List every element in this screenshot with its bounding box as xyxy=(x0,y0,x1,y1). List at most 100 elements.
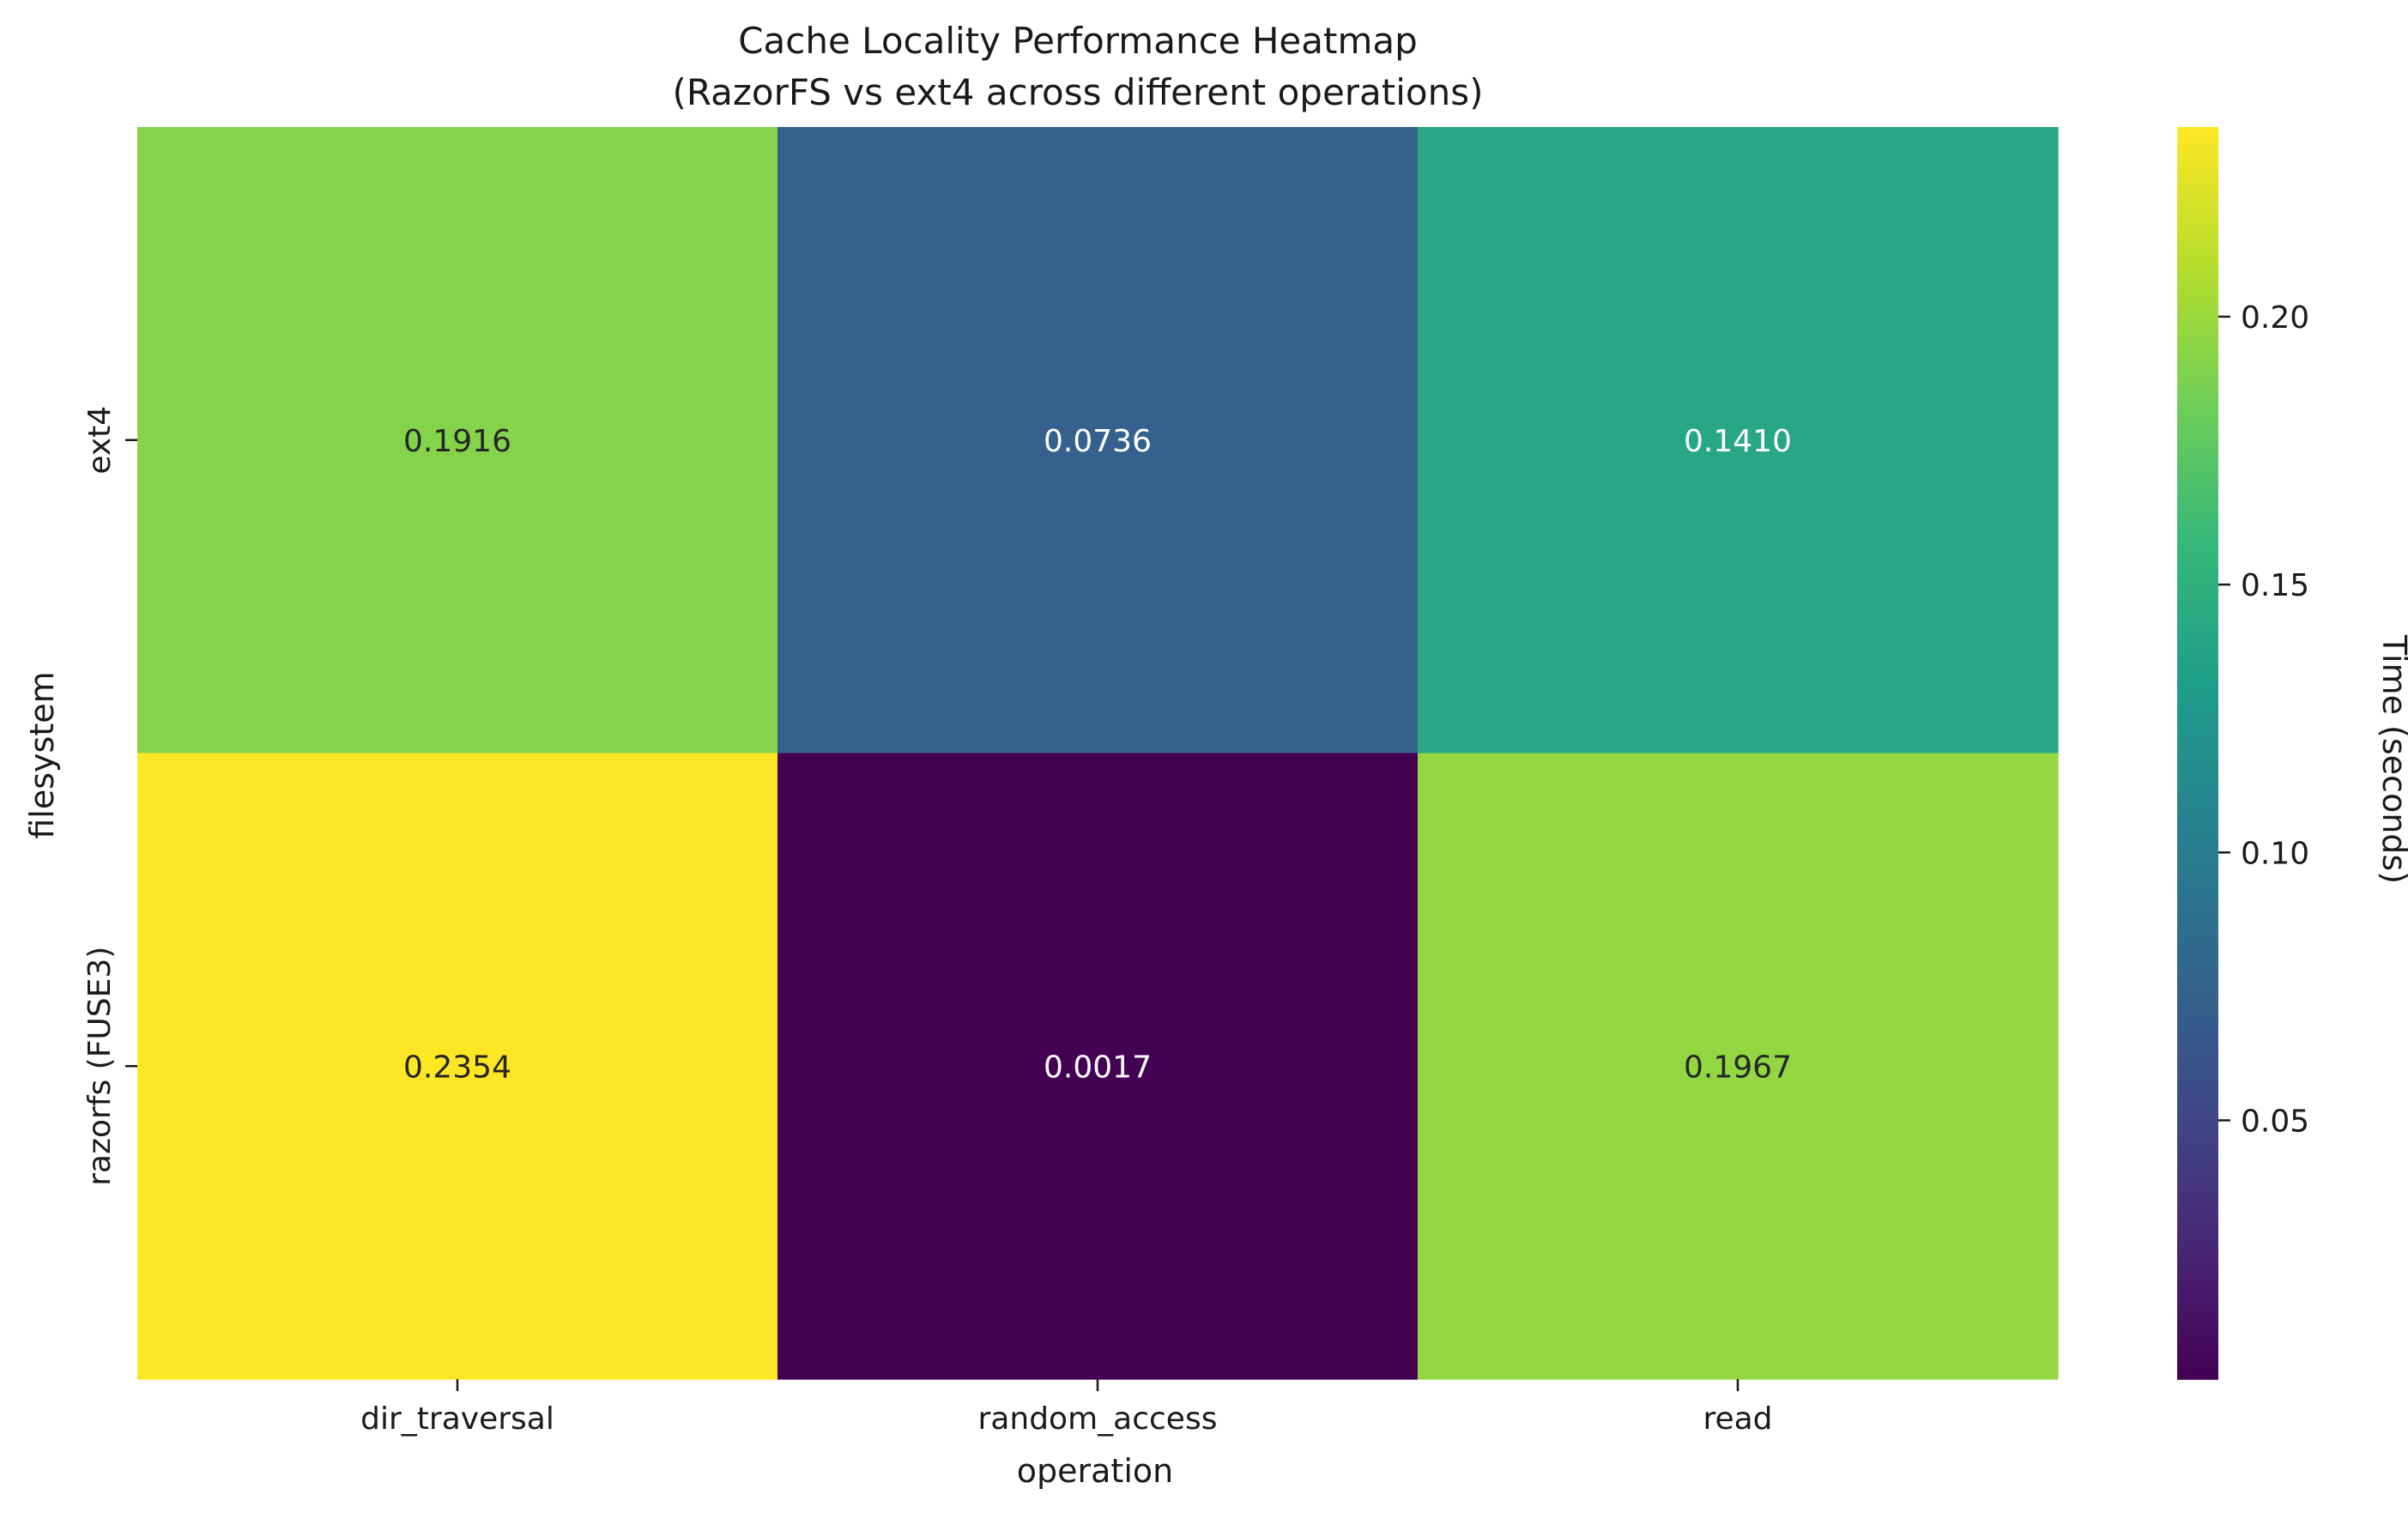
colorbar-segment xyxy=(2177,212,2218,219)
colorbar-segment xyxy=(2177,513,2218,521)
colorbar-segment xyxy=(2177,963,2218,971)
colorbar-segment xyxy=(2177,753,2218,760)
colorbar-segment xyxy=(2177,1293,2218,1300)
colorbar-segment xyxy=(2177,451,2218,458)
colorbar-segment xyxy=(2177,997,2218,1005)
colorbar-segment xyxy=(2177,1066,2218,1073)
colorbar-segment xyxy=(2177,1191,2218,1198)
x-axis-label: operation xyxy=(1017,1452,1173,1490)
colorbar-segment xyxy=(2177,872,2218,880)
colorbar-segment xyxy=(2177,560,2218,566)
colorbar-segment xyxy=(2177,263,2218,270)
colorbar-segment xyxy=(2177,1231,2218,1238)
colorbar-segment xyxy=(2177,1362,2218,1369)
colorbar-segment xyxy=(2177,1094,2218,1101)
colorbar-segment xyxy=(2177,1356,2218,1363)
colorbar-segment xyxy=(2177,445,2218,452)
colorbar-segment xyxy=(2177,850,2218,856)
colorbar-segment xyxy=(2177,439,2218,447)
heatmap-cell xyxy=(777,753,1419,1380)
colorbar-segment xyxy=(2177,884,2218,891)
colorbar-segment xyxy=(2177,275,2218,281)
colorbar-segment xyxy=(2177,969,2218,976)
colorbar-segment xyxy=(2177,1071,2218,1079)
colorbar-segment xyxy=(2177,1100,2218,1107)
colorbar-segment xyxy=(2177,502,2218,510)
colorbar-segment xyxy=(2177,1213,2218,1221)
colorbar-segment xyxy=(2177,906,2218,913)
colorbar-segment xyxy=(2177,178,2218,185)
colorbar-segment xyxy=(2177,1270,2218,1278)
colorbar-segment xyxy=(2177,645,2218,651)
colorbar-segment xyxy=(2177,548,2218,555)
x-tick-label: random_access xyxy=(978,1401,1218,1437)
cell-value-label: 0.0736 xyxy=(1044,424,1152,459)
colorbar-segment xyxy=(2177,1020,2218,1027)
colorbar-segment xyxy=(2177,480,2218,487)
colorbar-segment xyxy=(2177,821,2218,828)
colorbar-segment xyxy=(2177,952,2218,959)
colorbar-segment xyxy=(2177,776,2218,783)
colorbar-segment xyxy=(2177,201,2218,208)
colorbar-segment xyxy=(2177,1151,2218,1159)
colorbar-segment xyxy=(2177,781,2218,789)
colorbar-segment xyxy=(2177,127,2218,134)
colorbar-segment xyxy=(2177,1248,2218,1255)
colorbar-segment xyxy=(2177,554,2218,560)
colorbar-segment xyxy=(2177,946,2218,953)
colorbar-segment xyxy=(2177,889,2218,897)
colorbar-segment xyxy=(2177,372,2218,378)
colorbar-segment xyxy=(2177,912,2218,919)
colorbar-segment xyxy=(2177,605,2218,612)
colorbar-segment xyxy=(2177,684,2218,692)
colorbar-segment xyxy=(2177,593,2218,601)
colorbar-segment xyxy=(2177,878,2218,885)
colorbar-segment xyxy=(2177,1043,2218,1050)
colorbar-segment xyxy=(2177,1157,2218,1164)
colorbar-segment xyxy=(2177,759,2218,766)
colorbar-segment xyxy=(2177,900,2218,908)
colorbar-segment xyxy=(2177,286,2218,294)
heatmap-cell xyxy=(137,753,778,1380)
colorbar-segment xyxy=(2177,855,2218,862)
colorbar-segment xyxy=(2177,861,2218,868)
colorbar-segment xyxy=(2177,656,2218,663)
colorbar-segment xyxy=(2177,917,2218,925)
colorbar-segment xyxy=(2177,519,2218,527)
colorbar-segment xyxy=(2177,718,2218,726)
colorbar-segment xyxy=(2177,360,2218,367)
colorbar-segment xyxy=(2177,638,2218,646)
cell-value-label: 0.2354 xyxy=(403,1050,511,1085)
x-tick-label: read xyxy=(1703,1401,1772,1437)
colorbar-segment xyxy=(2177,565,2218,572)
colorbar-segment xyxy=(2177,571,2218,578)
cell-value-label: 0.1410 xyxy=(1684,424,1792,459)
colorbar-segment xyxy=(2177,155,2218,162)
colorbar-segment xyxy=(2177,1140,2218,1147)
colorbar-segment xyxy=(2177,1287,2218,1295)
colorbar-segment xyxy=(2177,422,2218,430)
colorbar-tick-label: 0.05 xyxy=(2241,1104,2309,1139)
colorbar-segment xyxy=(2177,297,2218,305)
colorbar-segment xyxy=(2177,1185,2218,1192)
chart-title: Cache Locality Performance Heatmap xyxy=(738,20,1418,62)
colorbar-segment xyxy=(2177,1254,2218,1261)
colorbar-tick-label: 0.10 xyxy=(2241,836,2309,871)
colorbar-label: Time (seconds) xyxy=(2375,634,2408,884)
colorbar-segment xyxy=(2177,696,2218,703)
colorbar-segment xyxy=(2177,189,2218,197)
colorbar-segment xyxy=(2177,320,2218,327)
colorbar-segment xyxy=(2177,809,2218,817)
colorbar-segment xyxy=(2177,160,2218,168)
cell-value-label: 0.1916 xyxy=(403,424,511,459)
colorbar-segment xyxy=(2177,673,2218,681)
colorbar-segment xyxy=(2177,724,2218,731)
colorbar-segment xyxy=(2177,497,2218,504)
colorbar-segment xyxy=(2177,941,2218,947)
colorbar-segment xyxy=(2177,206,2218,214)
colorbar-segment xyxy=(2177,707,2218,714)
colorbar-segment xyxy=(2177,1276,2218,1284)
colorbar-segment xyxy=(2177,218,2218,225)
colorbar-segment xyxy=(2177,411,2218,419)
colorbar-segment xyxy=(2177,542,2218,549)
